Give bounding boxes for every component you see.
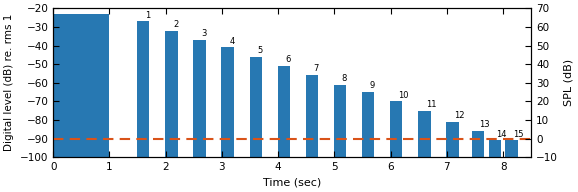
Text: 11: 11 <box>426 100 436 109</box>
Text: 15: 15 <box>513 130 524 139</box>
Bar <box>221 47 234 157</box>
Text: 14: 14 <box>497 130 507 139</box>
Bar <box>277 66 290 157</box>
Bar <box>362 92 375 157</box>
Bar <box>488 140 501 157</box>
Text: 1: 1 <box>145 11 150 20</box>
Bar <box>137 22 149 157</box>
Text: 5: 5 <box>257 46 262 55</box>
Text: 12: 12 <box>454 111 465 120</box>
Text: 6: 6 <box>286 55 291 64</box>
Bar <box>165 31 177 157</box>
Bar <box>505 140 518 157</box>
X-axis label: Time (sec): Time (sec) <box>263 178 321 188</box>
Bar <box>390 101 402 157</box>
Text: 4: 4 <box>229 37 235 46</box>
Y-axis label: SPL (dB): SPL (dB) <box>564 59 573 106</box>
Bar <box>250 57 262 157</box>
Bar <box>53 14 109 157</box>
Text: 3: 3 <box>201 29 206 38</box>
Bar <box>306 75 318 157</box>
Bar <box>472 131 484 157</box>
Text: 13: 13 <box>480 120 490 129</box>
Bar <box>418 111 431 157</box>
Bar <box>334 85 346 157</box>
Text: 8: 8 <box>342 74 347 83</box>
Bar <box>446 122 459 157</box>
Y-axis label: Digital level (dB) re. rms 1: Digital level (dB) re. rms 1 <box>5 14 14 151</box>
Text: 9: 9 <box>370 81 375 90</box>
Text: 2: 2 <box>173 20 178 29</box>
Text: 7: 7 <box>314 65 319 74</box>
Text: 10: 10 <box>398 90 409 99</box>
Bar <box>193 40 206 157</box>
